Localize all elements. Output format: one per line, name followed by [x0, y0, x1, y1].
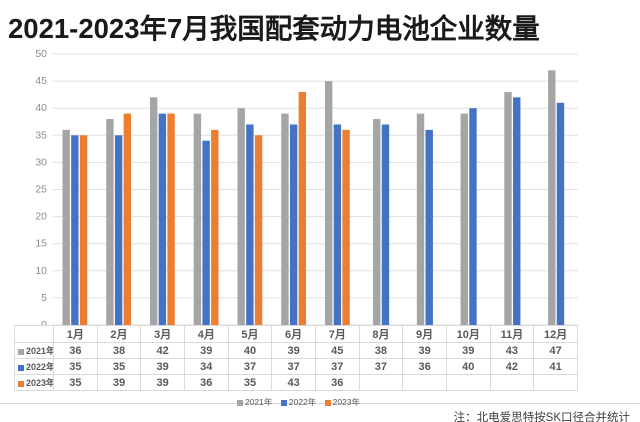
svg-text:20: 20 — [35, 211, 47, 223]
svg-text:15: 15 — [35, 238, 47, 250]
svg-text:25: 25 — [35, 184, 47, 196]
svg-text:40: 40 — [35, 102, 47, 114]
svg-text:10: 10 — [35, 265, 47, 277]
svg-text:30: 30 — [35, 156, 47, 168]
svg-text:5: 5 — [41, 292, 47, 304]
svg-text:45: 45 — [35, 75, 47, 87]
svg-text:35: 35 — [35, 129, 47, 141]
svg-text:50: 50 — [35, 48, 47, 60]
